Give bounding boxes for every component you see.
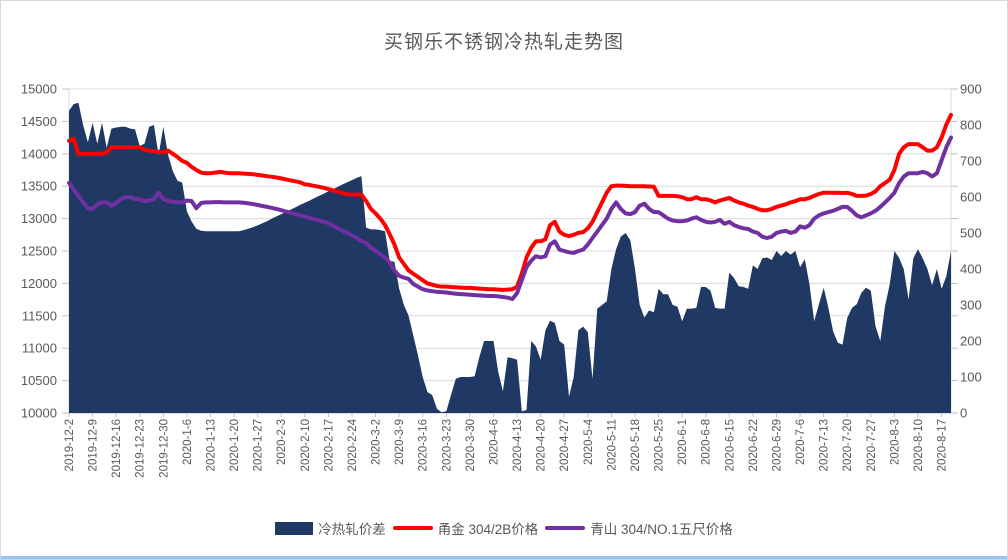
series-area-price-spread	[69, 102, 951, 413]
legend-item-qingshan: 青山 304/NO.1五尺价格	[545, 518, 733, 538]
x-axis-label: 2020-7-20	[842, 419, 854, 471]
x-axis-label: 2020-6-29	[771, 419, 783, 471]
right-axis-label: 600	[960, 190, 982, 205]
right-axis-label: 500	[960, 226, 982, 241]
x-axis-label: 2019-12-9	[88, 419, 100, 471]
x-axis-label: 2020-6-15	[724, 419, 736, 471]
left-axis-label: 12000	[21, 276, 57, 291]
left-axis-labels: 10000 10500 11000 11500 12000 12500 13000 13500…	[21, 82, 57, 421]
x-axis-label: 2020-1-20	[229, 419, 241, 471]
x-axis-label: 2020-1-13	[205, 419, 217, 471]
right-axis-label: 0	[960, 406, 967, 421]
x-axis-label: 2020-8-17	[937, 419, 949, 471]
x-axis-label: 2020-7-13	[819, 419, 831, 471]
x-axis-label: 2020-2-10	[300, 419, 312, 471]
x-axis-label: 2020-7-27	[866, 419, 878, 471]
x-axis-label: 2020-2-24	[347, 418, 359, 471]
legend-item-price-spread: 冷热轧价差	[275, 518, 386, 538]
chart-title: 买钢乐不锈钢冷热轧走势图	[383, 32, 624, 53]
left-axis-label: 11500	[22, 308, 57, 323]
x-axis-label: 2020-6-1	[677, 419, 689, 465]
right-axis-label: 700	[960, 154, 982, 169]
legend-item-yongjin: 甬金 304/2B价格	[392, 518, 539, 538]
x-axis-label: 2020-4-13	[512, 419, 524, 471]
x-axis-label: 2020-6-8	[701, 419, 713, 465]
series-line	[67, 112, 953, 292]
legend-label-qingshan: 青山 304/NO.1五尺价格	[590, 522, 733, 537]
x-axis-labels: 2019-12-2 2019-12-9 2019-12-16 2019-12-23 20…	[64, 413, 949, 478]
left-axis-label: 14000	[21, 146, 57, 161]
right-axis-label: 300	[960, 298, 982, 313]
x-axis-label: 2020-4-6	[488, 419, 500, 465]
x-axis-label: 2020-4-27	[559, 419, 571, 471]
x-axis-label: 2020-3-23	[441, 419, 453, 471]
x-axis-label: 2020-7-6	[795, 419, 807, 465]
x-axis-label: 2020-8-10	[913, 419, 925, 471]
x-axis-label: 2020-8-3	[889, 419, 901, 465]
right-axis-labels: 0 100 200 300 400 500 600 700 800 900	[960, 82, 982, 421]
x-axis-label: 2019-12-2	[64, 419, 76, 471]
left-axis-label: 14500	[21, 114, 57, 129]
x-axis-label: 2020-1-6	[182, 419, 194, 465]
x-axis-label: 2020-1-27	[253, 419, 265, 471]
right-axis-label: 400	[960, 262, 982, 277]
left-axis-label: 13500	[21, 179, 57, 194]
chart-legend: 冷热轧价差 甬金 304/2B价格 青山 304/NO.1五尺价格	[1, 518, 1007, 538]
x-axis-label: 2019-12-23	[135, 419, 147, 478]
x-axis-label: 2019-12-30	[158, 419, 170, 478]
x-axis-label: 2020-5-18	[630, 419, 642, 471]
left-axis-label: 13000	[21, 211, 57, 226]
x-axis-label: 2020-3-30	[465, 419, 477, 471]
right-axis-label: 200	[960, 334, 982, 349]
right-axis-label: 800	[960, 118, 982, 133]
x-axis-label: 2020-5-25	[654, 419, 666, 471]
x-axis-label: 2020-6-22	[748, 419, 760, 471]
left-axis-label: 12500	[21, 244, 57, 259]
left-axis-label: 10000	[21, 406, 57, 421]
legend-swatch-price-spread-icon	[275, 521, 314, 535]
series	[67, 102, 953, 413]
right-axis-label: 900	[960, 82, 982, 97]
x-axis-label: 2020-2-3	[276, 419, 288, 465]
right-axis-label: 100	[960, 370, 982, 385]
left-axis-label: 10500	[21, 373, 57, 388]
x-axis-label: 2020-3-9	[394, 419, 406, 465]
legend-swatch-yongjin-icon	[392, 526, 433, 530]
left-axis-label: 11000	[22, 341, 57, 356]
legend-swatch-qingshan-icon	[545, 526, 586, 530]
x-axis-label: 2020-5-4	[583, 418, 595, 465]
legend-label-price-spread: 冷热轧价差	[318, 522, 386, 537]
x-axis-label: 2020-4-20	[536, 419, 548, 471]
x-axis-label: 2020-3-16	[418, 419, 430, 471]
left-axis-label: 15000	[21, 82, 57, 97]
x-axis-label: 2020-2-17	[323, 419, 335, 471]
series-line	[67, 135, 953, 301]
x-axis-label: 2019-12-16	[111, 419, 123, 478]
x-axis-label: 2020-3-2	[371, 419, 383, 465]
x-axis-label: 2020-5-11	[606, 419, 618, 471]
legend-label-yongjin: 甬金 304/2B价格	[437, 522, 539, 537]
